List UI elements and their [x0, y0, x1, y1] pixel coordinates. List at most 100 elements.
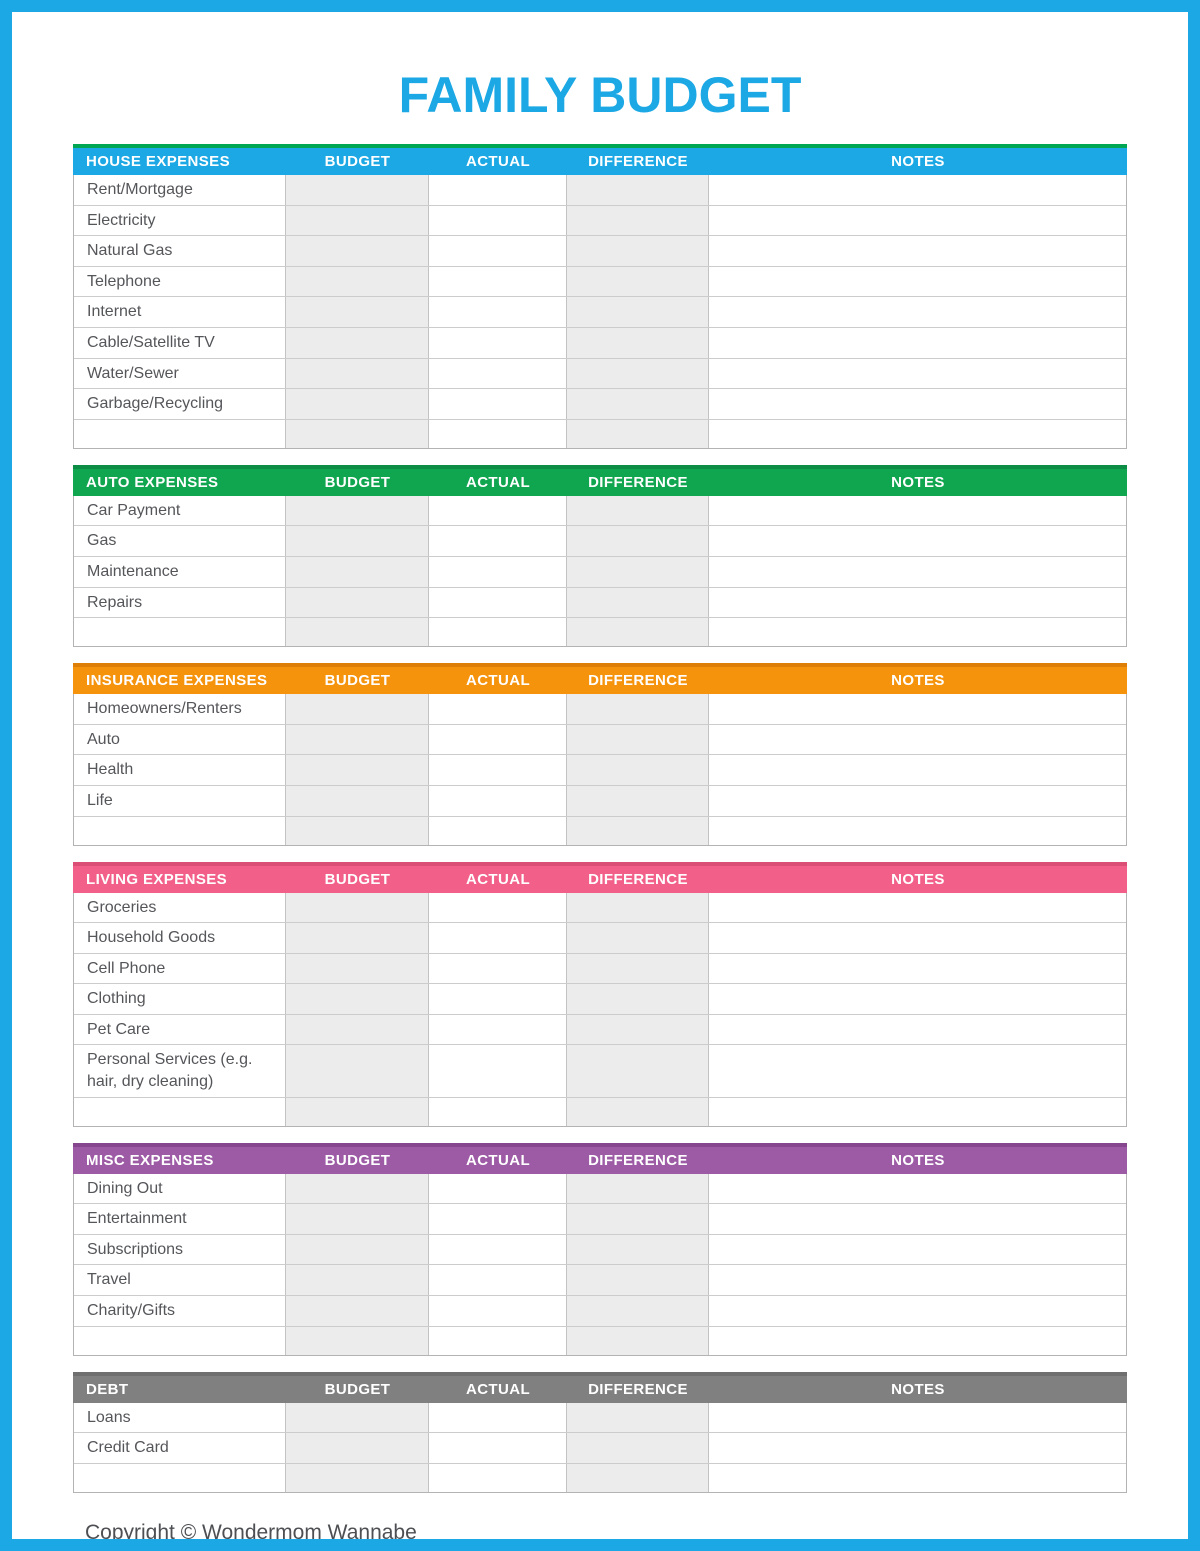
actual-value-cell [429, 358, 567, 389]
budget-value-cell [286, 1296, 429, 1326]
table-row: Car Payment [74, 495, 1126, 527]
table-row: Rent/Mortgage [74, 175, 1126, 206]
actual-value-cell [429, 1234, 567, 1265]
table-row: Internet [74, 297, 1126, 328]
column-header-difference: DIFFERENCE [588, 870, 688, 888]
section-body: Car Payment Gas Maintenance Repairs [73, 495, 1127, 648]
notes-value-cell [709, 1098, 1126, 1126]
difference-value-cell [567, 1265, 709, 1296]
section-auto-expenses: AUTO EXPENSES BUDGET ACTUAL DIFFERENCE NOTES… [73, 464, 1127, 648]
actual-value-cell [429, 587, 567, 618]
notes-value-cell [709, 557, 1126, 587]
actual-value-cell [429, 1463, 567, 1492]
actual-value-cell [429, 1045, 567, 1097]
actual-value-cell [429, 297, 567, 327]
notes-value-cell [709, 923, 1126, 953]
row-label: Internet [74, 297, 286, 327]
column-header-actual: ACTUAL [465, 1380, 531, 1398]
actual-value-cell [429, 389, 567, 419]
row-label: Rent/Mortgage [74, 175, 286, 205]
difference-value-cell [567, 266, 709, 297]
difference-value-cell [567, 892, 709, 923]
section-top-strip [73, 464, 1127, 469]
actual-value-cell [429, 816, 567, 845]
column-header-budget: BUDGET [324, 870, 391, 888]
actual-value-cell [429, 1326, 567, 1355]
section-title: DEBT [86, 1380, 129, 1398]
actual-value-cell [429, 327, 567, 358]
notes-value-cell [709, 1015, 1126, 1045]
notes-value-cell [709, 755, 1126, 785]
row-label: Natural Gas [74, 236, 286, 266]
column-header-budget: BUDGET [324, 1151, 391, 1169]
row-label: Loans [74, 1402, 286, 1433]
actual-value-cell [429, 694, 567, 724]
column-header-notes: NOTES [891, 1380, 945, 1398]
actual-value-cell [429, 1014, 567, 1045]
table-row: Groceries [74, 892, 1126, 924]
notes-value-cell [709, 1235, 1126, 1265]
section-title: MISC EXPENSES [86, 1151, 214, 1169]
page-title: FAMILY BUDGET [398, 67, 802, 123]
actual-value-cell [429, 1097, 567, 1126]
column-header-difference: DIFFERENCE [588, 672, 688, 690]
row-label: Health [74, 755, 286, 785]
actual-value-cell [429, 755, 567, 785]
budget-value-cell [286, 1265, 429, 1296]
row-label-empty [74, 816, 286, 845]
section-body: Dining Out Entertainment Subscriptions Trav… [73, 1173, 1127, 1356]
budget-value-cell [286, 1097, 429, 1126]
difference-value-cell [567, 785, 709, 816]
section-top-strip [73, 663, 1127, 668]
notes-value-cell [709, 725, 1126, 755]
table-row: Dining Out [74, 1173, 1126, 1205]
budget-value-cell [286, 1463, 429, 1492]
notes-value-cell [709, 588, 1126, 618]
section-top-strip [73, 144, 1127, 148]
row-label-empty [74, 618, 286, 647]
section-house-expenses: HOUSE EXPENSES BUDGET ACTUAL DIFFERENCE NOTE… [73, 144, 1127, 449]
section-header-row: MISC EXPENSES BUDGET ACTUAL DIFFERENCE NOTES [73, 1146, 1127, 1174]
budget-value-cell [286, 175, 429, 205]
budget-value-cell [286, 785, 429, 816]
difference-value-cell [567, 816, 709, 845]
budget-value-cell [286, 389, 429, 419]
section-title: LIVING EXPENSES [86, 870, 228, 888]
notes-value-cell [709, 267, 1126, 297]
difference-value-cell [567, 755, 709, 785]
section-header-row: AUTO EXPENSES BUDGET ACTUAL DIFFERENCE NOTES [73, 468, 1127, 496]
notes-value-cell [709, 1265, 1126, 1295]
difference-value-cell [567, 1433, 709, 1463]
budget-value-cell [286, 953, 429, 984]
notes-value-cell [709, 1327, 1126, 1355]
actual-value-cell [429, 1433, 567, 1463]
difference-value-cell [567, 923, 709, 953]
difference-value-cell [567, 1463, 709, 1492]
difference-value-cell [567, 1173, 709, 1204]
table-row: Garbage/Recycling [74, 389, 1126, 420]
table-row: Repairs [74, 587, 1126, 619]
difference-value-cell [567, 1234, 709, 1265]
column-header-notes: NOTES [891, 1151, 945, 1169]
row-label: Pet Care [74, 1014, 286, 1045]
difference-value-cell [567, 1045, 709, 1097]
column-header-notes: NOTES [891, 870, 945, 888]
budget-value-cell [286, 755, 429, 785]
difference-value-cell [567, 1014, 709, 1045]
row-label: Life [74, 785, 286, 816]
section-living-expenses: LIVING EXPENSES BUDGET ACTUAL DIFFERENCE NOT… [73, 861, 1127, 1127]
notes-value-cell [709, 206, 1126, 236]
budget-value-cell [286, 892, 429, 923]
column-header-difference: DIFFERENCE [588, 1151, 688, 1169]
difference-value-cell [567, 618, 709, 647]
row-label: Maintenance [74, 556, 286, 587]
notes-value-cell [709, 420, 1126, 448]
budget-value-cell [286, 984, 429, 1014]
section-misc-expenses: MISC EXPENSES BUDGET ACTUAL DIFFERENCE NOTES… [73, 1142, 1127, 1356]
row-label: Cell Phone [74, 953, 286, 984]
notes-value-cell [709, 817, 1126, 845]
difference-value-cell [567, 556, 709, 587]
table-row: Household Goods [74, 923, 1126, 954]
budget-value-cell [286, 1326, 429, 1355]
budget-value-cell [286, 327, 429, 358]
